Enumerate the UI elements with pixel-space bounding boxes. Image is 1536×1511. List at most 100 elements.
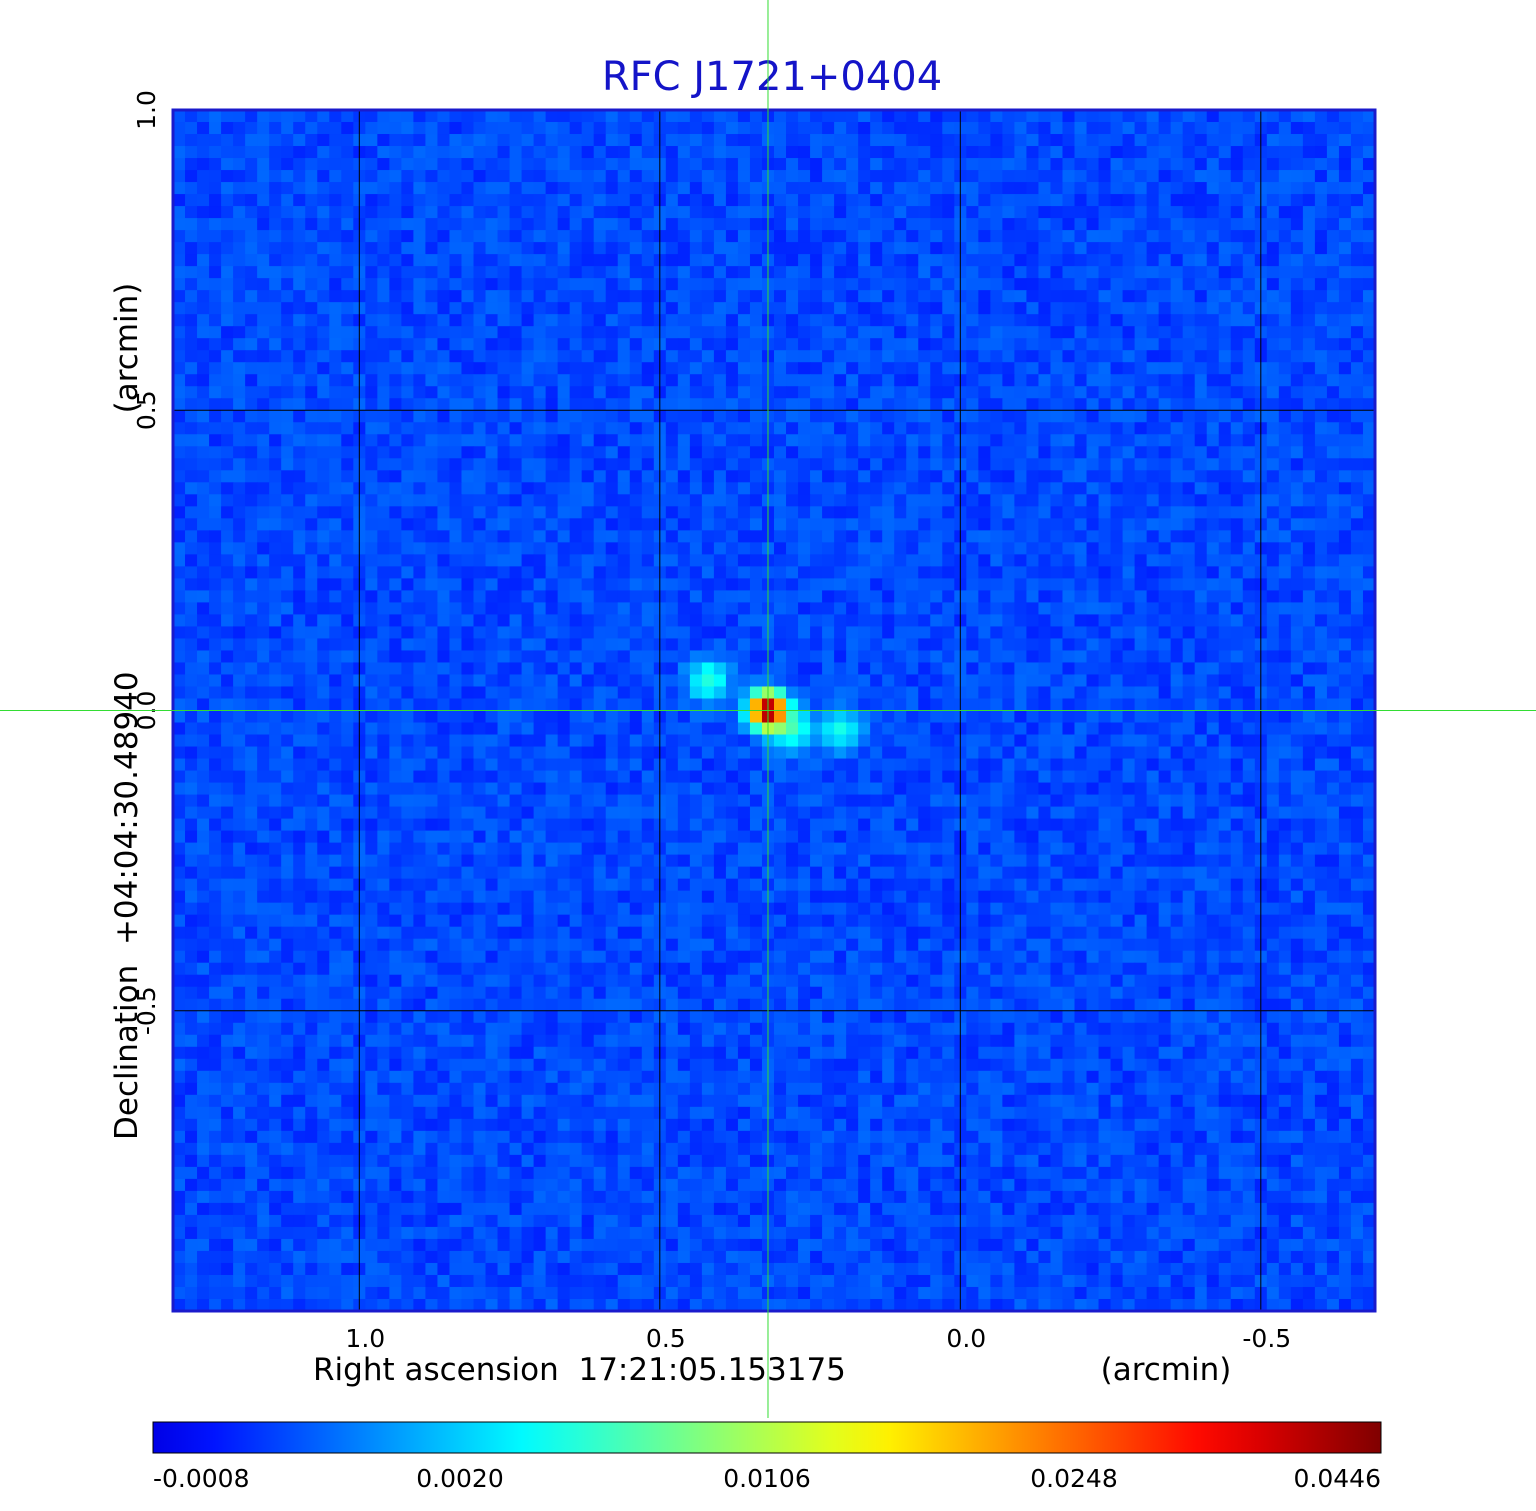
map-pixel	[942, 470, 955, 483]
map-pixel	[1218, 362, 1232, 375]
map-pixel	[1362, 206, 1376, 219]
map-pixel	[329, 434, 342, 447]
map-pixel	[882, 398, 895, 411]
map-pixel	[293, 458, 306, 471]
map-pixel	[1338, 350, 1352, 363]
map-pixel	[341, 302, 354, 315]
map-pixel	[749, 566, 763, 579]
map-pixel	[641, 230, 655, 243]
map-pixel	[749, 362, 763, 375]
map-pixel	[1278, 254, 1292, 267]
map-pixel	[978, 290, 991, 303]
map-pixel	[509, 122, 523, 135]
map-pixel	[437, 662, 451, 676]
map-pixel	[1218, 662, 1232, 676]
map-pixel	[209, 518, 222, 531]
map-pixel	[341, 110, 354, 123]
map-pixel	[617, 626, 631, 640]
map-pixel	[1290, 602, 1304, 616]
map-pixel	[1182, 662, 1196, 676]
map-pixel	[1050, 470, 1064, 483]
map-pixel	[774, 494, 787, 507]
map-pixel	[185, 302, 198, 315]
map-pixel	[1146, 482, 1160, 495]
map-pixel	[713, 554, 727, 567]
map-pixel	[942, 146, 955, 159]
map-pixel	[1002, 146, 1015, 159]
map-pixel	[185, 242, 198, 255]
map-pixel	[1014, 242, 1028, 255]
map-pixel	[1314, 542, 1328, 555]
map-pixel	[449, 242, 463, 255]
map-pixel	[569, 362, 583, 375]
map-pixel	[581, 662, 595, 676]
map-pixel	[1158, 206, 1172, 219]
map-pixel	[713, 110, 727, 123]
map-pixel	[930, 554, 943, 567]
map-pixel	[701, 602, 715, 616]
map-pixel	[1002, 422, 1015, 435]
map-pixel	[990, 650, 1003, 664]
map-pixel	[1278, 326, 1292, 339]
map-pixel	[593, 338, 607, 351]
map-pixel	[173, 470, 186, 483]
map-pixel	[749, 170, 763, 183]
map-pixel	[1170, 110, 1184, 123]
map-pixel	[894, 218, 907, 231]
map-pixel	[1230, 170, 1244, 183]
map-pixel	[1278, 374, 1292, 387]
map-pixel	[810, 422, 823, 435]
map-pixel	[1194, 350, 1208, 363]
map-pixel	[978, 134, 991, 147]
map-pixel	[509, 566, 523, 579]
map-pixel	[1086, 530, 1100, 543]
map-pixel	[1026, 206, 1040, 219]
map-pixel	[197, 146, 210, 159]
map-pixel	[1314, 146, 1328, 159]
map-pixel	[209, 386, 222, 399]
map-pixel	[449, 110, 463, 123]
map-pixel	[1302, 146, 1316, 159]
map-pixel	[641, 266, 655, 279]
map-pixel	[377, 686, 390, 700]
map-pixel	[185, 338, 198, 351]
map-pixel	[882, 158, 895, 171]
map-pixel	[846, 350, 859, 363]
map-pixel	[846, 686, 859, 700]
map-pixel	[906, 602, 919, 616]
map-pixel	[1218, 266, 1232, 279]
map-pixel	[834, 206, 847, 219]
map-pixel	[341, 290, 354, 303]
map-pixel	[1158, 326, 1172, 339]
map-pixel	[485, 182, 499, 195]
map-pixel	[1182, 170, 1196, 183]
map-pixel	[581, 302, 595, 315]
map-pixel	[689, 398, 703, 411]
map-pixel	[269, 326, 282, 339]
map-pixel	[774, 482, 787, 495]
map-pixel	[749, 302, 763, 315]
map-pixel	[1110, 398, 1124, 411]
map-pixel	[605, 302, 619, 315]
map-pixel	[281, 254, 294, 267]
map-pixel	[1062, 242, 1076, 255]
map-pixel	[557, 338, 571, 351]
map-pixel	[281, 422, 294, 435]
map-pixel	[1350, 638, 1364, 652]
map-pixel	[677, 230, 691, 243]
map-pixel	[906, 134, 919, 147]
map-pixel	[1134, 434, 1148, 447]
map-pixel	[713, 698, 727, 712]
map-pixel	[665, 494, 679, 507]
map-pixel	[473, 698, 487, 712]
map-pixel	[1230, 470, 1244, 483]
map-pixel	[1086, 662, 1100, 676]
map-pixel	[725, 410, 739, 423]
map-pixel	[1218, 218, 1232, 231]
map-pixel	[846, 326, 859, 339]
map-pixel	[1170, 518, 1184, 531]
map-pixel	[1050, 650, 1064, 664]
map-pixel	[473, 674, 487, 688]
map-pixel	[317, 338, 330, 351]
map-pixel	[461, 302, 475, 315]
